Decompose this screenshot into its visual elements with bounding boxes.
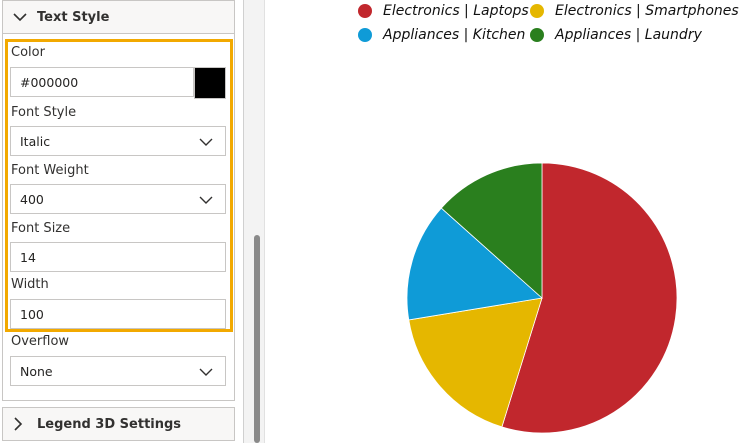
- legend-label: Appliances | Laundry: [555, 27, 702, 43]
- legend-3d-section-header[interactable]: Legend 3D Settings: [2, 407, 235, 441]
- highlight-box: [5, 39, 233, 332]
- color-value: #000000: [20, 74, 79, 90]
- font-style-label: Font Style: [11, 105, 77, 120]
- chevron-down-icon: [13, 12, 27, 22]
- overflow-dropdown[interactable]: None: [10, 356, 226, 386]
- color-input[interactable]: #000000: [10, 67, 194, 97]
- font-weight-value: 400: [20, 191, 44, 207]
- section-title: Text Style: [37, 9, 110, 25]
- pie-slice-appliances-laundry[interactable]: [440, 162, 543, 299]
- chevron-down-icon: [199, 365, 213, 380]
- font-style-dropdown[interactable]: Italic: [10, 126, 226, 156]
- settings-panel: Text Style Color #000000 Font Style Ital…: [0, 0, 243, 443]
- text-style-section-header[interactable]: Text Style: [2, 0, 235, 34]
- font-style-value: Italic: [20, 133, 51, 149]
- font-weight-label: Font Weight: [11, 163, 89, 178]
- chevron-down-icon: [199, 193, 213, 208]
- pie-slice-appliances-kitchen[interactable]: [406, 207, 543, 321]
- section-title: Legend 3D Settings: [37, 416, 182, 432]
- overflow-value: None: [20, 363, 53, 379]
- overflow-label: Overflow: [11, 334, 70, 349]
- font-weight-dropdown[interactable]: 400: [10, 184, 226, 214]
- text-style-section-body: [2, 34, 235, 401]
- legend-item[interactable]: Electronics | Laptops: [358, 3, 529, 19]
- font-size-value: 14: [20, 249, 36, 265]
- color-swatch[interactable]: [194, 67, 226, 99]
- color-label: Color: [11, 45, 45, 60]
- chevron-right-icon: [13, 417, 27, 431]
- legend-label: Electronics | Laptops: [383, 3, 529, 19]
- pie-slice-electronics-laptops[interactable]: [501, 162, 678, 434]
- scrollbar-thumb[interactable]: [254, 235, 260, 443]
- legend-item[interactable]: Electronics | Smartphones: [530, 3, 739, 19]
- font-size-input[interactable]: 14: [10, 242, 226, 272]
- legend-marker: [530, 4, 544, 18]
- legend-marker: [358, 28, 372, 42]
- legend-label: Appliances | Kitchen: [383, 27, 526, 43]
- legend-marker: [530, 28, 544, 42]
- legend-marker: [358, 4, 372, 18]
- legend-item[interactable]: Appliances | Laundry: [530, 27, 702, 43]
- legend-item[interactable]: Appliances | Kitchen: [358, 27, 525, 43]
- width-label: Width: [11, 277, 49, 292]
- width-value: 100: [20, 306, 44, 322]
- chevron-down-icon: [199, 135, 213, 150]
- width-input[interactable]: 100: [10, 299, 226, 329]
- pie-slice-electronics-smartphones[interactable]: [408, 297, 543, 428]
- legend-label: Electronics | Smartphones: [555, 3, 739, 19]
- font-size-label: Font Size: [11, 221, 71, 236]
